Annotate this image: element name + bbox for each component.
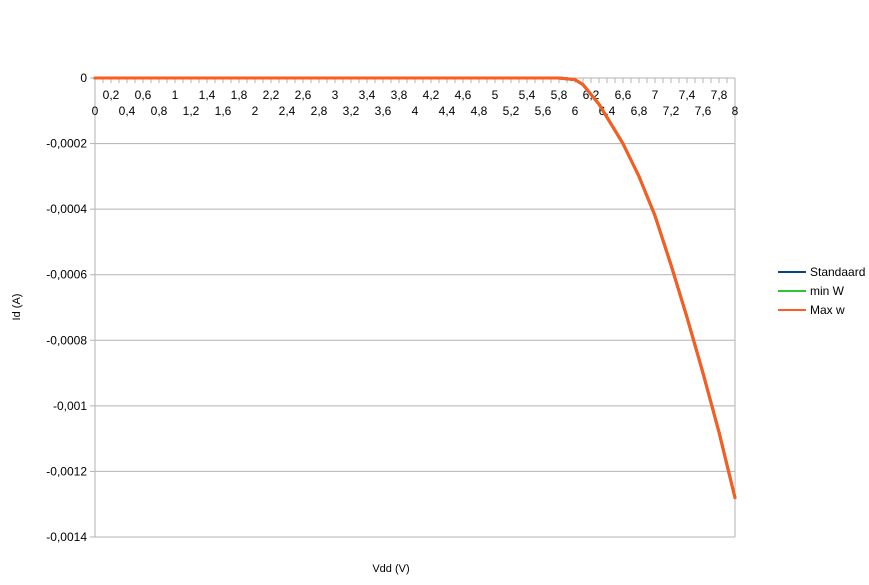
x-tick-label: 2,8 — [311, 104, 328, 118]
y-tick-label: -0,0012 — [46, 464, 87, 478]
series-line — [93, 76, 737, 500]
y-tick-label: -0,0002 — [46, 137, 87, 151]
x-tick-label: 3 — [332, 88, 339, 102]
x-tick-label: 1,8 — [231, 88, 248, 102]
x-tick-label: 2 — [252, 104, 259, 118]
x-tick-label: 7,6 — [695, 104, 712, 118]
x-tick-label: 5 — [492, 88, 499, 102]
x-tick-label: 5,8 — [551, 88, 568, 102]
x-tick-label: 4,8 — [471, 104, 488, 118]
y-tick-label: -0,001 — [53, 399, 87, 413]
x-tick-label: 6,8 — [631, 104, 648, 118]
y-tick-label: -0,0014 — [46, 530, 87, 544]
x-tick-label: 1,4 — [199, 88, 216, 102]
x-tick-label: 3,2 — [343, 104, 360, 118]
legend-entry: min W — [810, 284, 845, 298]
x-tick-label: 4,4 — [439, 104, 456, 118]
x-tick-label: 7,2 — [663, 104, 680, 118]
x-tick-label: 1 — [172, 88, 179, 102]
x-tick-label: 0,6 — [135, 88, 152, 102]
x-tick-label: 6,4 — [599, 104, 616, 118]
x-tick-label: 7,4 — [679, 88, 696, 102]
x-tick-label: 6 — [572, 104, 579, 118]
x-tick-label: 0 — [92, 104, 99, 118]
series-line — [93, 76, 737, 500]
x-tick-label: 3,6 — [375, 104, 392, 118]
x-tick-label: 2,2 — [263, 88, 280, 102]
legend: Standaard min W Max w — [778, 265, 865, 317]
x-tick-label: 3,8 — [391, 88, 408, 102]
x-tick-label: 1,6 — [215, 104, 232, 118]
x-tick-label: 2,4 — [279, 104, 296, 118]
x-axis-label: Vdd (V) — [372, 563, 409, 575]
y-axis: 0 -0,0002 -0,0004 -0,0006 -0,0008 -0,001 -0,00… — [46, 71, 736, 544]
x-tick-label: 2,6 — [295, 88, 312, 102]
grid-lines — [95, 77, 735, 538]
x-tick-label: 0,4 — [119, 104, 136, 118]
x-tick-label: 5,6 — [535, 104, 552, 118]
x-tick-label: 4,6 — [455, 88, 472, 102]
x-tick-label: 7 — [652, 88, 659, 102]
series-layer — [93, 76, 737, 500]
y-tick-label: -0,0004 — [46, 202, 87, 216]
x-tick-label: 7,8 — [711, 88, 728, 102]
legend-entry: Max w — [810, 303, 845, 317]
x-tick-label: 6,6 — [615, 88, 632, 102]
series-line — [93, 76, 737, 500]
x-tick-label: 4,2 — [423, 88, 440, 102]
x-tick-label: 4 — [412, 104, 419, 118]
x-tick-label: 8 — [732, 104, 739, 118]
x-tick-label: 0,8 — [151, 104, 168, 118]
x-tick-label: 5,4 — [519, 88, 536, 102]
x-tick-label: 0,2 — [103, 88, 120, 102]
y-tick-label: -0,0008 — [46, 333, 87, 347]
x-axis: 0,2 0,6 1 1,4 1,8 2,2 2,6 3 3,4 3,8 4,2 4,6 5 5,4 5,8 6… — [92, 77, 739, 118]
x-tick-label: 3,4 — [359, 88, 376, 102]
y-tick-label: -0,0006 — [46, 268, 87, 282]
x-tick-label: 1,2 — [183, 104, 200, 118]
x-tick-label: 5,2 — [503, 104, 520, 118]
y-tick-label: 0 — [80, 71, 87, 85]
y-axis-label: Id (A) — [11, 294, 23, 321]
legend-entry: Standaard — [810, 265, 865, 279]
